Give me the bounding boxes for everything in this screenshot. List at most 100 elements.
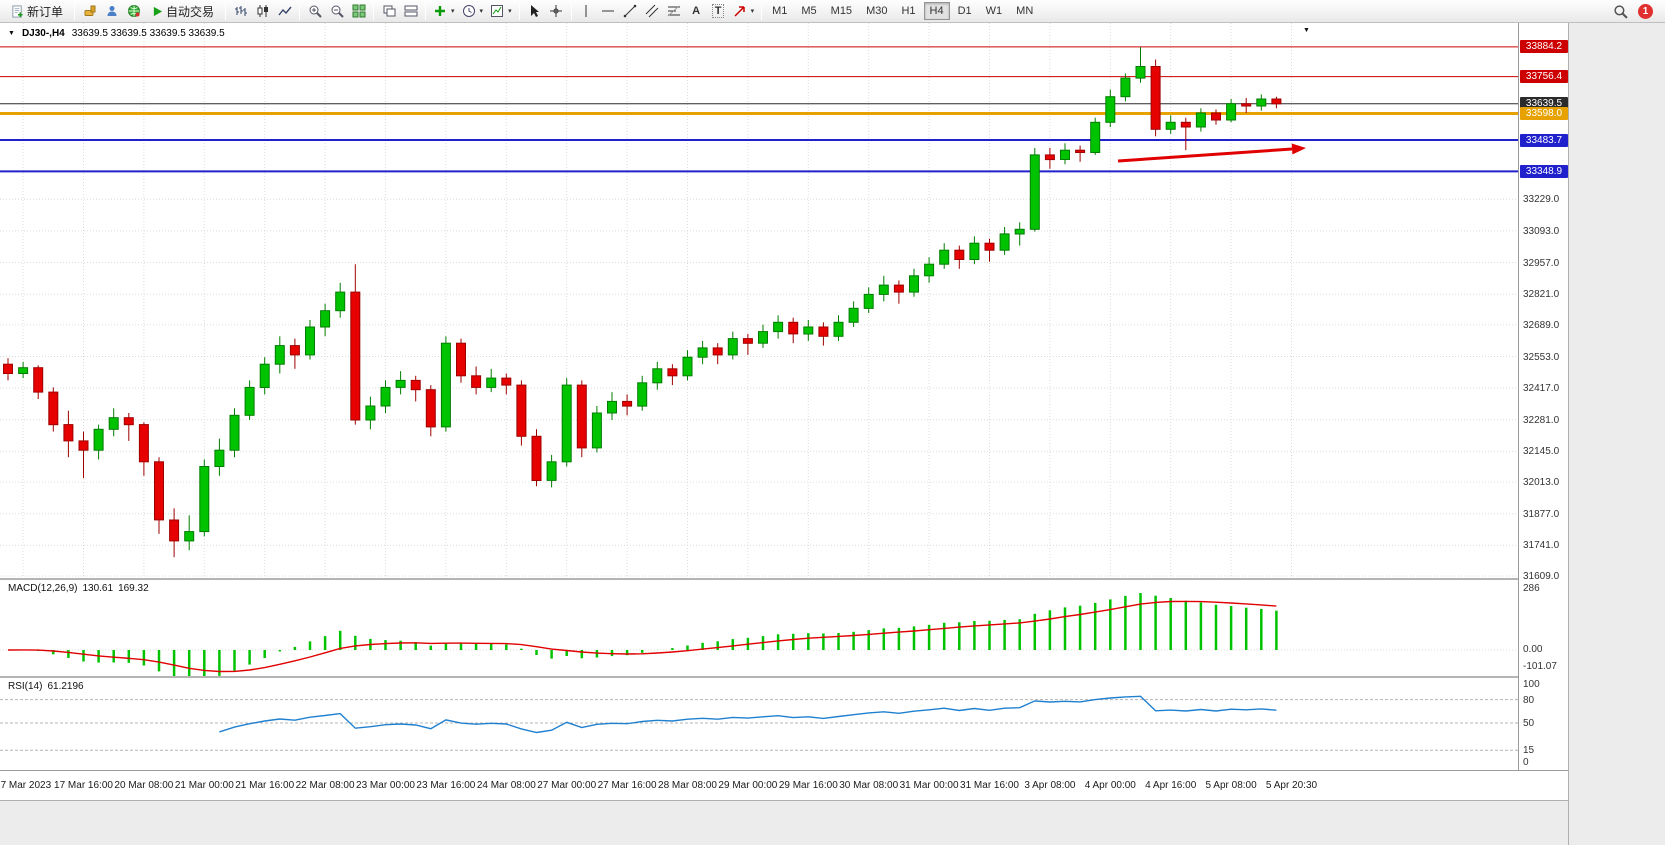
grid-icon <box>352 4 366 18</box>
time-axis-label: 4 Apr 00:00 <box>1084 780 1136 791</box>
text-label-button[interactable]: T <box>708 1 729 21</box>
zoom-out-icon <box>331 5 344 18</box>
time-axis-label: 29 Mar 00:00 <box>718 780 778 791</box>
chart-symbol-label: DJ30-,H4 <box>21 28 65 39</box>
price-tick: 32145.0 <box>1523 446 1560 458</box>
macd-scale-max: 286 <box>1523 583 1540 594</box>
label-t-icon: T <box>711 4 725 18</box>
time-axis-label: 24 Mar 08:00 <box>476 780 536 791</box>
indicators-button[interactable]: ▾ <box>430 1 458 21</box>
time-axis-label: 22 Mar 08:00 <box>295 780 355 791</box>
play-icon <box>153 6 163 16</box>
rsi-panel[interactable] <box>0 678 1518 768</box>
channel-button[interactable] <box>642 1 663 21</box>
toolbar-separator <box>74 2 76 20</box>
text-button[interactable]: A <box>686 1 707 21</box>
timeframe-MN[interactable]: MN <box>1016 5 1034 17</box>
time-axis-label: 27 Mar 00:00 <box>537 780 597 791</box>
candlestick-button[interactable] <box>252 1 273 21</box>
macd-panel[interactable] <box>0 580 1518 676</box>
price-tick: 32417.0 <box>1523 383 1560 395</box>
new-order-button[interactable]: 新订单 <box>4 1 70 21</box>
cascade-windows-icon <box>383 5 396 17</box>
workspace-bottom-gutter <box>0 800 1568 845</box>
community-button[interactable] <box>101 1 122 21</box>
timeframe-H1[interactable]: H1 <box>901 5 916 17</box>
fibonacci-button[interactable] <box>664 1 685 21</box>
search-button[interactable] <box>1610 1 1631 21</box>
crosshair-icon <box>550 5 563 17</box>
cursor-icon <box>531 5 540 17</box>
window-menu-triangle-icon[interactable]: ▼ <box>8 30 15 37</box>
panel-divider[interactable] <box>0 578 1568 580</box>
cascade-windows-button[interactable] <box>378 1 399 21</box>
hammer-icon <box>84 5 96 16</box>
market-button[interactable] <box>123 1 144 21</box>
vertical-line-button[interactable] <box>576 1 597 21</box>
new-order-icon <box>12 4 23 18</box>
price-tick: 31609.0 <box>1523 571 1560 582</box>
line-chart-icon <box>277 6 292 16</box>
timeframe-M15[interactable]: M15 <box>830 5 853 17</box>
templates-button[interactable]: ▾ <box>487 1 515 21</box>
trendline-button[interactable] <box>620 1 641 21</box>
indicator-plus-icon <box>435 6 446 16</box>
periods-button[interactable]: ▾ <box>459 1 487 21</box>
panel-divider[interactable] <box>0 676 1568 678</box>
price-scale[interactable]: 33229.0 33093.0 32957.0 32821.0 32689.0 32553… <box>1518 23 1568 770</box>
horizontal-line-button[interactable] <box>598 1 619 21</box>
price-tick: 33093.0 <box>1523 225 1560 237</box>
cursor-button[interactable] <box>524 1 545 21</box>
toolbar-separator <box>373 2 375 20</box>
horizontal-line-icon <box>602 10 615 12</box>
timeframe-M1[interactable]: M1 <box>772 5 788 17</box>
zoom-out-button[interactable] <box>326 1 347 21</box>
vertical-line-icon <box>585 5 587 17</box>
price-tick: 32013.0 <box>1523 477 1560 489</box>
chart-title-bar: ▼ DJ30-,H4 33639.5 33639.5 33639.5 33639… <box>8 28 225 39</box>
price-tick: 33229.0 <box>1523 194 1560 206</box>
price-tick: 32821.0 <box>1523 289 1560 301</box>
rsi-scale-label: 0 <box>1523 757 1529 768</box>
toolbar-separator <box>299 2 301 20</box>
timeframe-W1[interactable]: W1 <box>985 5 1003 17</box>
timeframe-M30[interactable]: M30 <box>866 5 888 17</box>
metaeditor-button[interactable] <box>79 1 100 21</box>
bar-chart-button[interactable] <box>230 1 251 21</box>
notification-badge[interactable]: 1 <box>1638 3 1653 19</box>
chevron-down-icon: ▾ <box>508 8 512 15</box>
line-chart-button <box>274 1 295 21</box>
arrows-button[interactable]: ▾ <box>730 1 758 21</box>
time-axis[interactable]: 17 Mar 2023 17 Mar 16:00 20 Mar 08:00 21 Ma… <box>0 770 1568 800</box>
toolbar-right-tools: 1 <box>1610 1 1661 21</box>
tile-windows-button[interactable] <box>348 1 369 21</box>
template-icon <box>491 5 504 17</box>
zoom-in-button[interactable] <box>304 1 325 21</box>
timeframe-M5[interactable]: M5 <box>801 5 817 17</box>
autotrading-label: 自动交易 <box>166 4 215 19</box>
time-axis-label: 23 Mar 00:00 <box>356 780 415 791</box>
time-axis-label: 23 Mar 16:00 <box>416 780 476 791</box>
timeframe-H4[interactable]: H4 <box>923 2 950 20</box>
time-axis-label: 5 Apr 20:30 <box>1265 780 1318 791</box>
tile-horizontal-icon <box>404 5 418 17</box>
ohlc-bars-icon <box>234 6 247 16</box>
candlestick-chart[interactable] <box>0 23 1518 578</box>
macd-signal-value: 169.32 <box>118 583 149 594</box>
chart-dropdown-triangle-icon[interactable]: ▼ <box>1303 27 1310 34</box>
price-level-badge: 33884.2 <box>1520 40 1568 54</box>
timeframe-D1[interactable]: D1 <box>957 5 972 17</box>
autotrading-button[interactable]: 自动交易 <box>145 1 221 21</box>
main-toolbar: 新订单 自动交易 ▾ ▾ <box>0 0 1665 23</box>
rsi-scale-label: 50 <box>1523 718 1535 729</box>
tile-horizontal-button[interactable] <box>400 1 421 21</box>
timeframe-group: M1 M5 M15 M30 H1 H4 D1 W1 MN <box>766 2 1039 20</box>
crosshair-button[interactable] <box>546 1 567 21</box>
chevron-down-icon: ▾ <box>750 8 755 15</box>
rsi-label: RSI(14) <box>8 681 43 692</box>
time-axis-label: 21 Mar 00:00 <box>174 780 234 791</box>
rsi-title: RSI(14) 61.2196 <box>8 681 84 692</box>
macd-label: MACD(12,26,9) <box>8 583 78 594</box>
price-level-badge: 33756.4 <box>1520 70 1568 84</box>
time-axis-label: 31 Mar 16:00 <box>960 780 1019 791</box>
